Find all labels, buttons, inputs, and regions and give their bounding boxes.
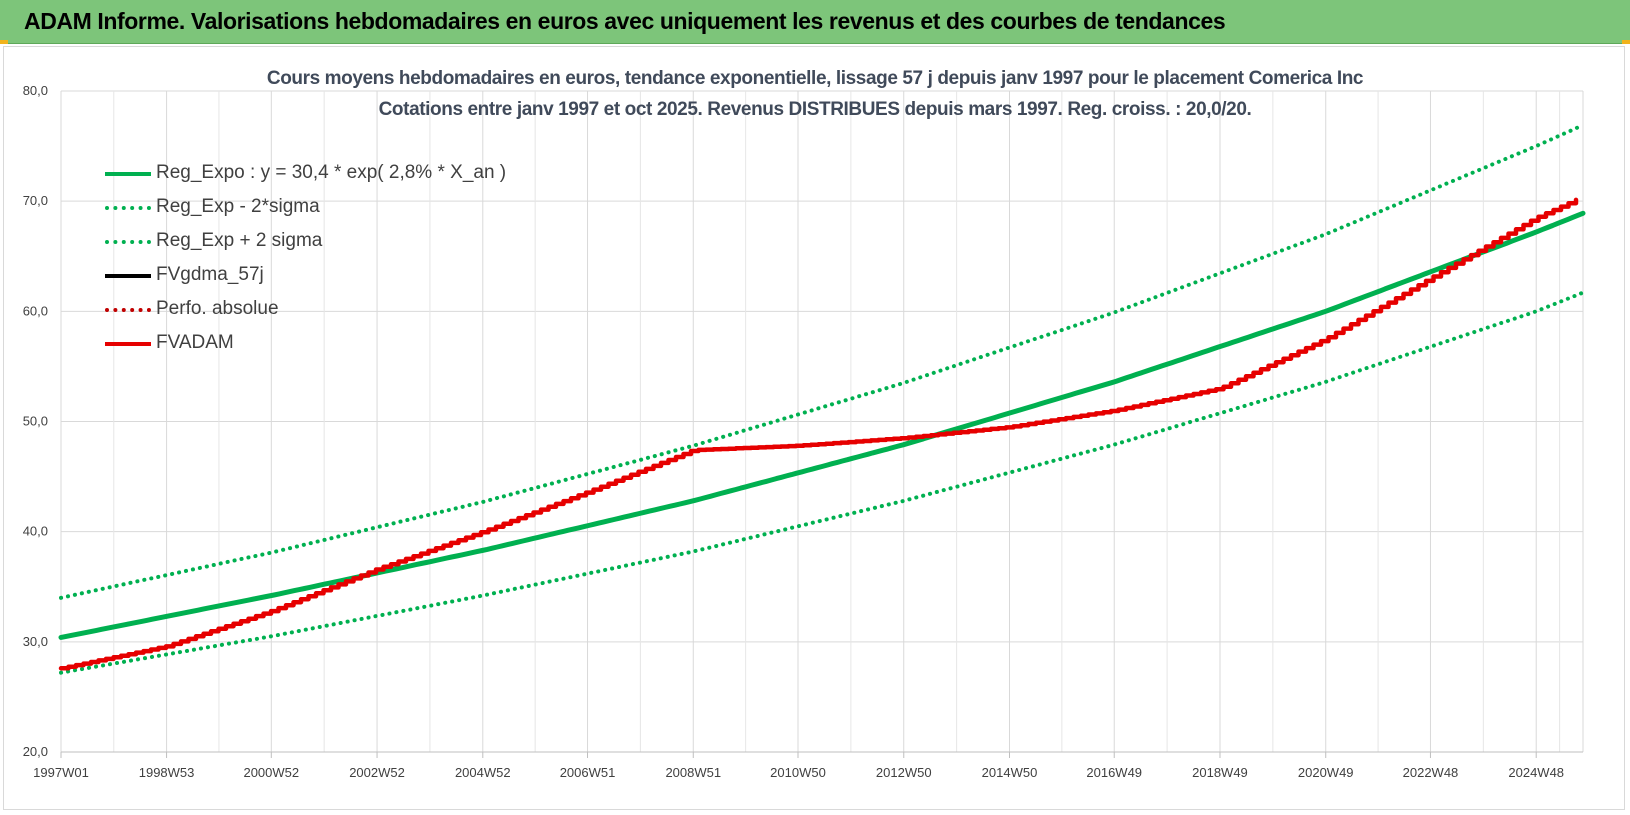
y-tick-label: 50,0	[23, 414, 48, 429]
y-tick-label: 30,0	[23, 634, 48, 649]
x-tick-label: 2000W52	[243, 765, 299, 780]
x-tick-label: 2004W52	[455, 765, 511, 780]
legend-swatch	[105, 206, 151, 210]
y-tick-label: 70,0	[23, 193, 48, 208]
legend-label: Reg_Exp - 2*sigma	[156, 196, 320, 217]
series-line-5	[58, 197, 1579, 671]
x-tick-label: 2010W50	[770, 765, 826, 780]
corner-mark-left	[0, 40, 8, 44]
x-tick-label: 2018W49	[1192, 765, 1248, 780]
x-tick-label: 1997W01	[33, 765, 89, 780]
y-axis: 20,0 30,0 40,0 50,0 60,0 70,0 80,0	[23, 83, 48, 759]
x-tick-label: 2012W50	[876, 765, 932, 780]
legend-swatch	[105, 342, 151, 346]
legend-swatch	[105, 274, 151, 278]
y-tick-label: 80,0	[23, 83, 48, 98]
report-header: ADAM Informe. Valorisations hebdomadaire…	[0, 0, 1630, 44]
x-tick-label: 2014W50	[982, 765, 1038, 780]
y-tick-label: 40,0	[23, 524, 48, 539]
plot-series	[58, 123, 1586, 675]
legend-swatch	[105, 308, 151, 312]
report-title: ADAM Informe. Valorisations hebdomadaire…	[24, 8, 1226, 34]
series-line-1	[59, 290, 1585, 675]
corner-mark-right	[1622, 40, 1630, 44]
x-tick-label: 2024W48	[1508, 765, 1564, 780]
series-line-2	[59, 123, 1585, 600]
legend-swatch	[105, 172, 151, 176]
x-axis: 1997W01 1998W53 2000W52 2002W52 2004W52 2006W…	[33, 751, 1583, 780]
x-tick-label: 2002W52	[349, 765, 405, 780]
chart-grid	[60, 90, 1584, 753]
legend-label: FVADAM	[156, 332, 234, 353]
x-tick-label: 2006W51	[560, 765, 616, 780]
y-tick-label: 20,0	[23, 744, 48, 759]
legend-label: Perfo. absolue	[156, 298, 279, 319]
series-line-0	[58, 210, 1586, 640]
y-tick-label: 60,0	[23, 303, 48, 318]
x-tick-label: 2020W49	[1298, 765, 1354, 780]
legend-swatch	[105, 240, 151, 244]
legend-label: Reg_Exp + 2 sigma	[156, 230, 323, 251]
x-tick-label: 2022W48	[1403, 765, 1459, 780]
legend-label: FVgdma_57j	[156, 264, 264, 285]
chart-area	[3, 46, 1625, 810]
x-tick-label: 2008W51	[665, 765, 721, 780]
x-tick-label: 1998W53	[139, 765, 195, 780]
x-tick-label: 2016W49	[1086, 765, 1142, 780]
chart-subtitle: Cotations entre janv 1997 et oct 2025. R…	[378, 99, 1252, 120]
legend-label: Reg_Expo : y = 30,4 * exp( 2,8% * X_an )	[156, 162, 507, 183]
chart-title: Cours moyens hebdomadaires en euros, ten…	[266, 68, 1364, 89]
